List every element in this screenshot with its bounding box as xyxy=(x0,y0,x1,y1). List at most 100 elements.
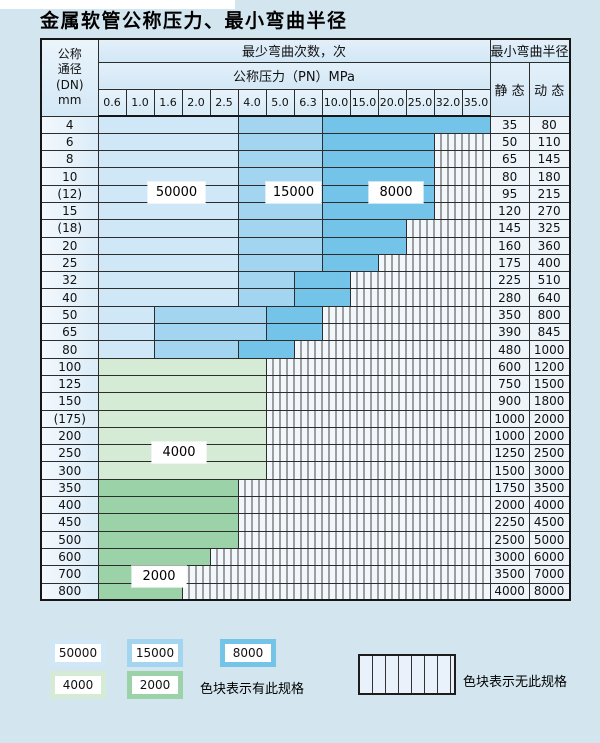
static-value-cell: 1750 xyxy=(489,478,530,498)
table-row: 350 1750 3500 xyxy=(40,478,571,498)
no-spec-cells xyxy=(433,184,491,203)
band-15000-cells xyxy=(153,323,267,342)
legend-swatch-label: 50000 xyxy=(55,644,101,662)
table-wrap: 公称 通径 (DN) mm 最少弯曲次数，次 最小弯曲半径 公称压力（PN）MPa 静 态动 … xyxy=(40,38,571,602)
table-row: 15 120 270 xyxy=(40,201,571,221)
dynamic-value-cell: 6000 xyxy=(528,547,571,567)
no-spec-cells xyxy=(433,167,491,186)
static-value-cell: 145 xyxy=(489,219,530,238)
dynamic-value-cell: 5000 xyxy=(528,530,571,549)
no-spec-cells xyxy=(209,547,491,567)
band-4000-cells xyxy=(97,426,267,446)
table-row: 600 3000 6000 xyxy=(40,547,571,567)
band-50000-cells xyxy=(97,115,239,134)
pressure-tick: 10.0 xyxy=(321,88,351,117)
static-value-cell: 65 xyxy=(489,150,530,169)
dn-cell: (175) xyxy=(40,409,99,428)
radius-header: 最小弯曲半径 xyxy=(489,38,571,63)
dn-cell: 150 xyxy=(40,392,99,411)
no-spec-cells xyxy=(265,426,491,446)
band-2000-cells xyxy=(97,547,211,567)
legend-has-spec-note: 色块表示有此规格 xyxy=(200,682,305,697)
dynamic-value-cell: 400 xyxy=(528,253,571,273)
legend-swatch-4000: 4000 xyxy=(50,671,106,699)
band-50000-cells xyxy=(97,167,239,186)
dn-cell: 10 xyxy=(40,167,99,186)
static-value-cell: 1000 xyxy=(489,426,530,446)
legend-swatch-label: 15000 xyxy=(132,644,178,662)
table-row: 400 2000 4000 xyxy=(40,496,571,515)
legend-swatch-label: 8000 xyxy=(225,644,271,662)
dn-cell: 450 xyxy=(40,513,99,532)
band-50000-cells xyxy=(97,323,155,342)
band-50000-cells xyxy=(97,150,239,169)
dynamic-value-cell: 510 xyxy=(528,271,571,290)
legend-swatch-label: 2000 xyxy=(132,676,178,694)
no-spec-cells xyxy=(181,582,491,601)
pressure-tick: 35.0 xyxy=(461,88,491,117)
band-4000-cells xyxy=(97,409,267,428)
table-row: (175) 1000 2000 xyxy=(40,409,571,428)
static-value-cell: 600 xyxy=(489,357,530,376)
no-spec-cells xyxy=(321,305,491,325)
no-spec-cells xyxy=(405,236,491,255)
band-8000-cells xyxy=(237,340,295,359)
dn-cell: 25 xyxy=(40,253,99,273)
static-value-cell: 900 xyxy=(489,392,530,411)
table-row: 150 900 1800 xyxy=(40,392,571,411)
region-label-2000: 2000 xyxy=(132,566,186,587)
band-8000-cells xyxy=(321,201,435,221)
no-spec-cells xyxy=(349,288,491,307)
band-8000-cells xyxy=(321,132,435,152)
region-label-50000: 50000 xyxy=(148,182,205,203)
no-spec-cells xyxy=(433,201,491,221)
page-corner-patch xyxy=(0,0,235,9)
band-15000-cells xyxy=(237,150,323,169)
static-value-cell: 390 xyxy=(489,323,530,342)
pressure-tick: 15.0 xyxy=(349,88,379,117)
dn-cell: 50 xyxy=(40,305,99,325)
band-8000-cells xyxy=(321,219,407,238)
static-value-cell: 750 xyxy=(489,374,530,394)
band-15000-cells xyxy=(237,115,323,134)
static-value-cell: 1000 xyxy=(489,409,530,428)
no-spec-cells xyxy=(349,271,491,290)
dn-cell: 500 xyxy=(40,530,99,549)
pressure-tick: 2.5 xyxy=(209,88,239,117)
no-spec-cells xyxy=(293,340,491,359)
band-2000-cells xyxy=(97,530,239,549)
spec-table: 公称 通径 (DN) mm 最少弯曲次数，次 最小弯曲半径 公称压力（PN）MPa 静 态动 … xyxy=(40,38,571,602)
pressure-tick: 20.0 xyxy=(377,88,407,117)
band-2000-cells xyxy=(97,582,183,601)
dn-cell: 400 xyxy=(40,496,99,515)
band-50000-cells xyxy=(97,219,239,238)
dn-cell: 600 xyxy=(40,547,99,567)
static-value-cell: 160 xyxy=(489,236,530,255)
static-value-cell: 350 xyxy=(489,305,530,325)
dynamic-value-cell: 325 xyxy=(528,219,571,238)
table-row: 4 35 80 xyxy=(40,115,571,134)
dynamic-value-cell: 2500 xyxy=(528,444,571,463)
table-row: 100 600 1200 xyxy=(40,357,571,376)
no-spec-cells xyxy=(265,444,491,463)
dn-cell: 20 xyxy=(40,236,99,255)
dn-column-header: 公称 通径 (DN) mm xyxy=(40,38,99,117)
table-row: 20 160 360 xyxy=(40,236,571,255)
dn-cell: 200 xyxy=(40,426,99,446)
dn-cell: (12) xyxy=(40,184,99,203)
dn-cell: 300 xyxy=(40,461,99,480)
dynamic-value-cell: 110 xyxy=(528,132,571,152)
dynamic-value-cell: 1800 xyxy=(528,392,571,411)
band-2000-cells xyxy=(97,478,239,498)
static-value-cell: 280 xyxy=(489,288,530,307)
dynamic-value-cell: 8000 xyxy=(528,582,571,601)
no-spec-cells xyxy=(181,565,491,584)
band-8000-cells xyxy=(293,288,351,307)
legend-swatch-label: 4000 xyxy=(55,676,101,694)
pressure-tick: 5.0 xyxy=(265,88,295,117)
band-50000-cells xyxy=(97,132,239,152)
dynamic-value-cell: 4000 xyxy=(528,496,571,515)
pressure-tick: 4.0 xyxy=(237,88,267,117)
band-15000-cells xyxy=(237,253,323,273)
table-row: 500 2500 5000 xyxy=(40,530,571,549)
